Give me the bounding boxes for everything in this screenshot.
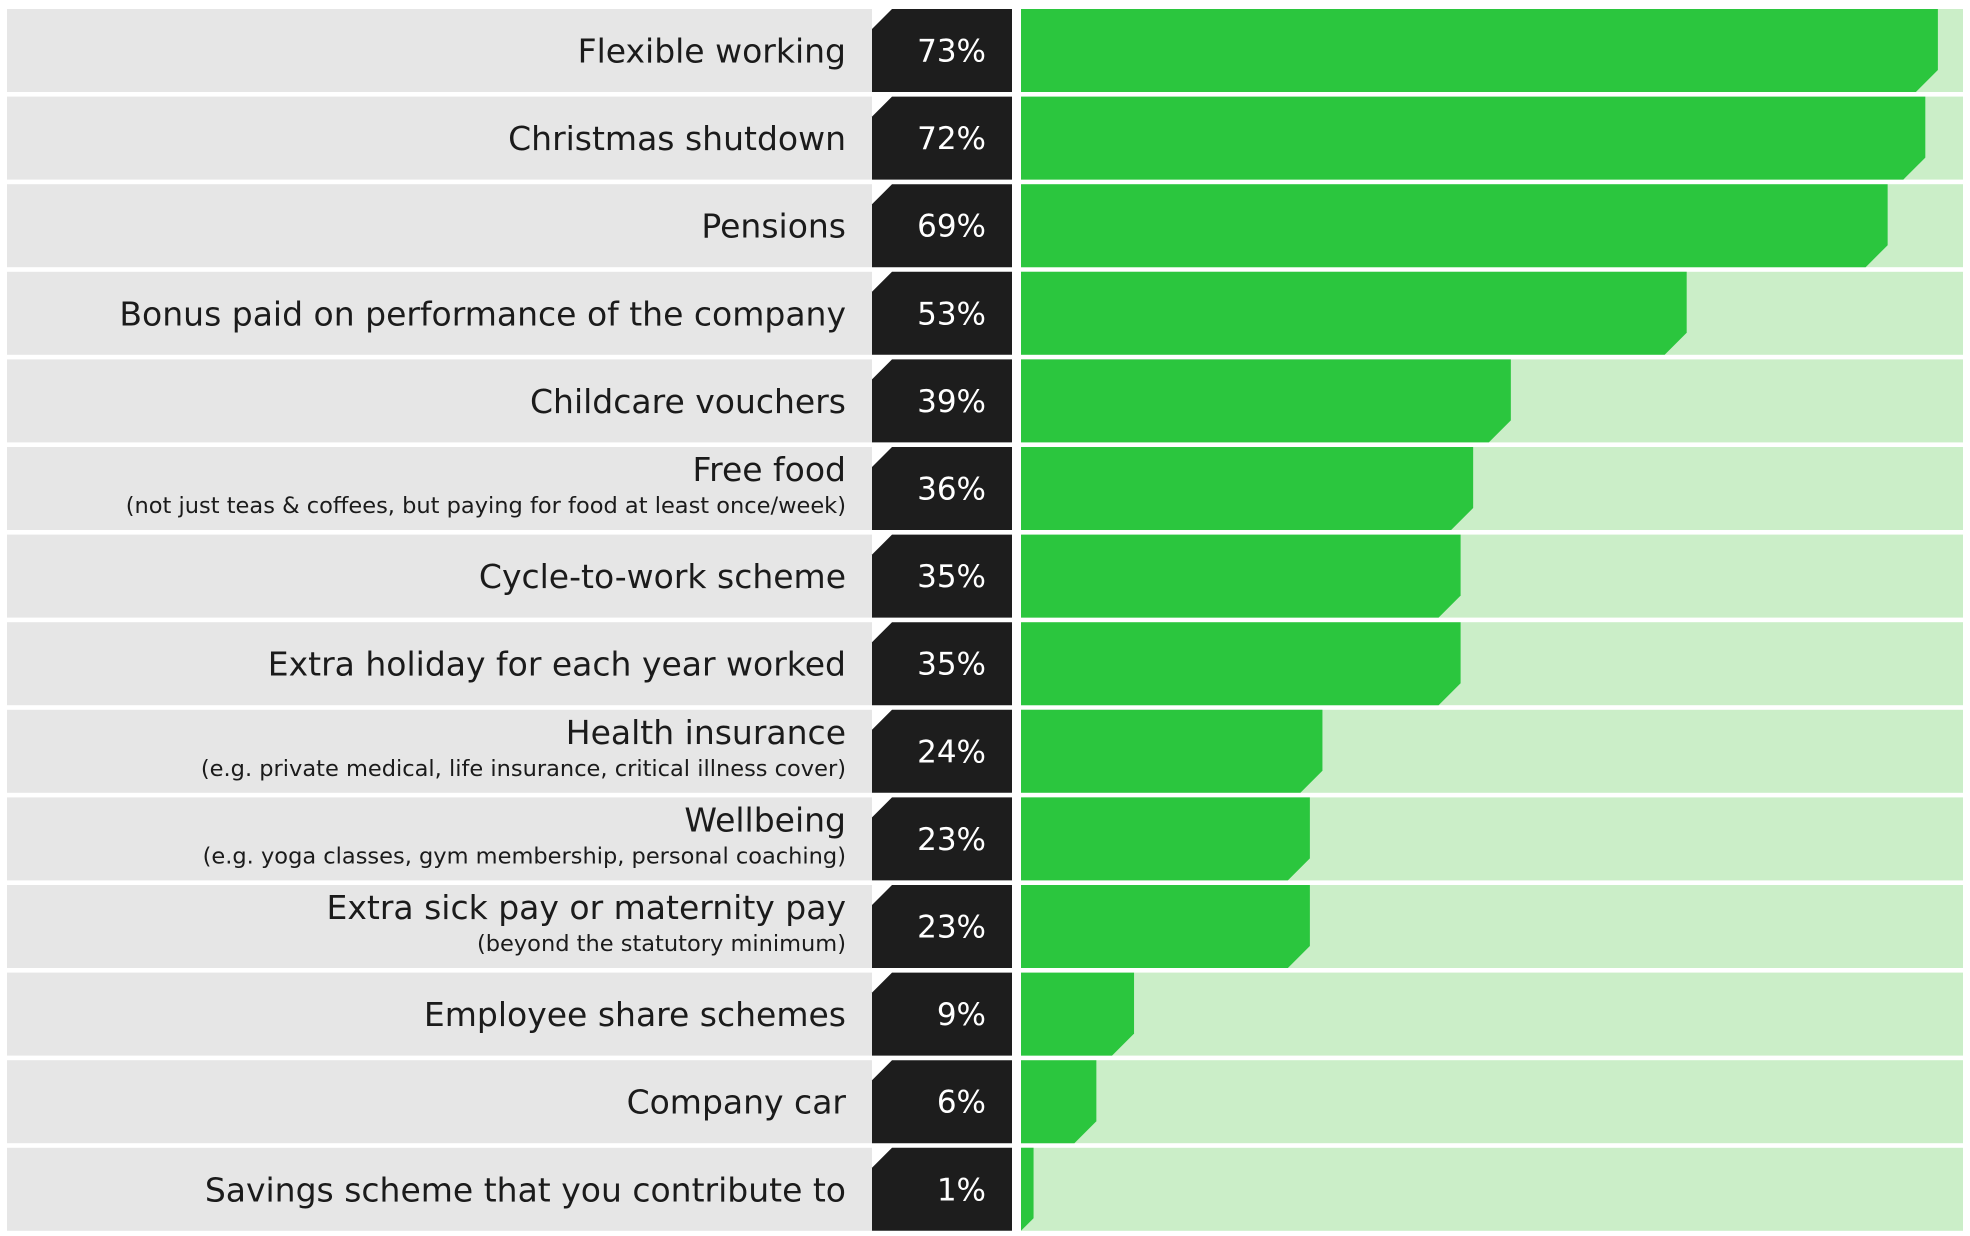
bar bbox=[1021, 271, 1687, 355]
row-label-background bbox=[7, 184, 872, 268]
value-label: 1% bbox=[937, 1172, 986, 1208]
value-tab bbox=[872, 447, 1012, 530]
row-label-background bbox=[7, 96, 872, 180]
category-label: Bonus paid on performance of the company bbox=[119, 294, 846, 333]
value-label: 9% bbox=[937, 997, 986, 1033]
bar bbox=[1021, 1060, 1097, 1144]
value-tab bbox=[872, 359, 1012, 443]
category-sublabel: (e.g. yoga classes, gym membership, pers… bbox=[203, 843, 846, 869]
category-label: Wellbeing bbox=[684, 800, 846, 839]
category-label: Pensions bbox=[701, 207, 846, 246]
bar bbox=[1021, 534, 1461, 618]
row-label-background bbox=[7, 447, 872, 530]
value-label: 23% bbox=[917, 822, 986, 858]
value-tab bbox=[872, 96, 1012, 180]
row-label-background bbox=[7, 797, 872, 881]
category-label: Extra holiday for each year worked bbox=[268, 645, 846, 684]
value-tab bbox=[872, 534, 1012, 618]
category-label: Extra sick pay or maternity pay bbox=[327, 888, 846, 927]
bar bbox=[1021, 184, 1888, 268]
value-label: 69% bbox=[917, 209, 986, 245]
bar bbox=[1021, 359, 1511, 443]
bar bbox=[1021, 972, 1135, 1056]
value-tab bbox=[872, 9, 1012, 92]
category-label: Free food bbox=[693, 450, 846, 489]
bar bbox=[1021, 885, 1310, 968]
category-sublabel: (beyond the statutory minimum) bbox=[477, 931, 846, 957]
row-label-background bbox=[7, 709, 872, 793]
value-label: 72% bbox=[917, 121, 986, 157]
category-label: Flexible working bbox=[578, 32, 846, 71]
row-label-background bbox=[7, 271, 872, 355]
value-tab bbox=[872, 184, 1012, 268]
value-tab bbox=[872, 1147, 1012, 1231]
bar bbox=[1021, 709, 1323, 793]
value-label: 6% bbox=[937, 1085, 986, 1121]
value-label: 35% bbox=[917, 647, 986, 683]
row-label-background bbox=[7, 534, 872, 618]
value-label: 35% bbox=[917, 559, 986, 595]
bar-track bbox=[1021, 1147, 1963, 1231]
category-label: Company car bbox=[627, 1083, 847, 1122]
category-label: Childcare vouchers bbox=[530, 382, 846, 421]
bar bbox=[1021, 1147, 1034, 1231]
value-label: 39% bbox=[917, 384, 986, 420]
row-label-background bbox=[7, 359, 872, 443]
value-label: 23% bbox=[917, 910, 986, 946]
value-tab bbox=[872, 1060, 1012, 1144]
category-label: Savings scheme that you contribute to bbox=[205, 1170, 846, 1209]
value-tab bbox=[872, 797, 1012, 881]
bar-track bbox=[1021, 972, 1963, 1056]
value-tab bbox=[872, 622, 1012, 706]
category-label: Cycle-to-work scheme bbox=[479, 557, 846, 596]
row-label-background bbox=[7, 885, 872, 968]
bar bbox=[1021, 447, 1474, 530]
row-label-background bbox=[7, 1060, 872, 1144]
value-label: 24% bbox=[917, 734, 986, 770]
bar bbox=[1021, 622, 1461, 706]
value-tab bbox=[872, 271, 1012, 355]
row-label-background bbox=[7, 9, 872, 92]
value-tab bbox=[872, 709, 1012, 793]
row-label-background bbox=[7, 972, 872, 1056]
value-tab bbox=[872, 972, 1012, 1056]
bar-track bbox=[1021, 1060, 1963, 1144]
value-label: 36% bbox=[917, 472, 986, 508]
category-label: Christmas shutdown bbox=[508, 119, 846, 158]
category-label: Employee share schemes bbox=[424, 995, 846, 1034]
category-sublabel: (not just teas & coffees, but paying for… bbox=[126, 493, 846, 519]
bar bbox=[1021, 797, 1310, 881]
row-label-background bbox=[7, 622, 872, 706]
value-tab bbox=[872, 885, 1012, 968]
bar bbox=[1021, 9, 1938, 92]
row-label-background bbox=[7, 1147, 872, 1231]
value-label: 73% bbox=[917, 34, 986, 70]
category-sublabel: (e.g. private medical, life insurance, c… bbox=[201, 756, 846, 782]
bar bbox=[1021, 96, 1926, 180]
category-label: Health insurance bbox=[566, 713, 846, 752]
value-label: 53% bbox=[917, 296, 986, 332]
